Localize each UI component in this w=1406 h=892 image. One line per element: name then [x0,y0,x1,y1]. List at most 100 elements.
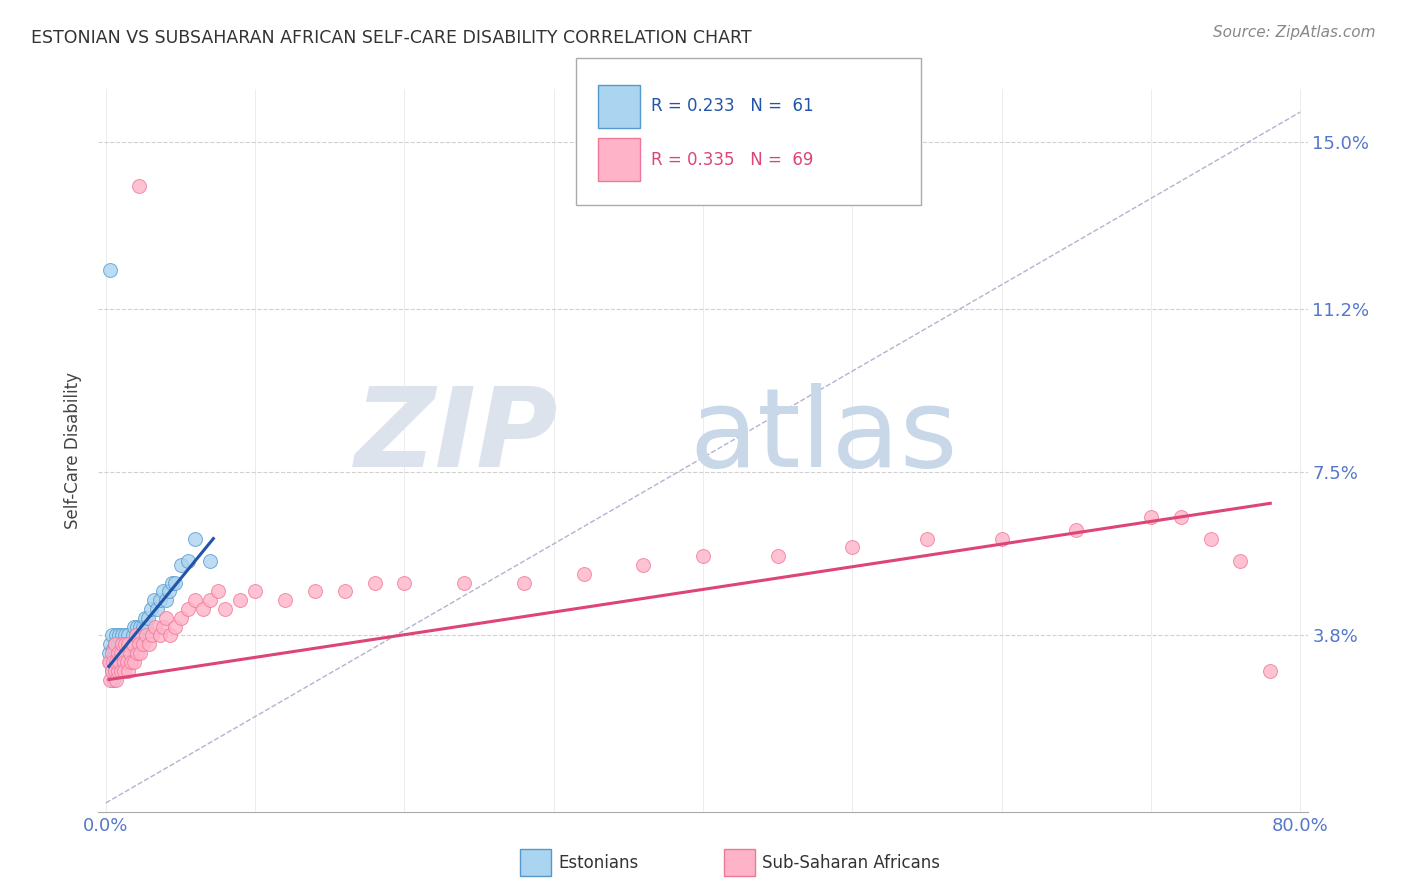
Point [169,611,191,625]
Point [98,637,121,651]
Point [157,584,180,599]
Point [177,602,200,616]
Point [841,541,863,555]
Point [117,637,139,651]
Point [112,655,135,669]
Point [104,664,127,678]
Point [207,584,229,599]
Point [160,575,183,590]
Point [110,664,132,678]
Point [103,650,125,665]
Point [572,566,595,581]
Point [120,655,142,669]
Point [111,628,134,642]
Point [122,655,145,669]
Point [105,673,128,687]
Point [104,664,127,678]
Point [513,575,536,590]
Point [107,664,129,678]
Text: R = 0.233   N =  61: R = 0.233 N = 61 [651,97,814,115]
Point [394,575,416,590]
Text: Source: ZipAtlas.com: Source: ZipAtlas.com [1212,25,1375,40]
Point [138,637,160,651]
Point [97,655,120,669]
Point [1199,532,1222,546]
Point [110,655,132,669]
Point [453,575,475,590]
Point [149,593,172,607]
Point [117,628,139,642]
Point [117,646,139,660]
Point [122,620,145,634]
Text: ZIP: ZIP [354,383,558,490]
Point [97,646,120,660]
Point [108,628,131,642]
Point [155,593,177,607]
Point [120,646,142,660]
Point [274,593,297,607]
Point [112,637,135,651]
Point [304,584,326,599]
Point [115,655,138,669]
Point [110,646,132,660]
Point [107,637,129,651]
Point [152,620,174,634]
Y-axis label: Self-Care Disability: Self-Care Disability [65,372,83,529]
Point [105,664,128,678]
Point [1170,509,1192,524]
Point [200,593,222,607]
Point [110,637,132,651]
Point [363,575,385,590]
Point [633,558,655,572]
Point [692,549,714,564]
Text: Sub-Saharan Africans: Sub-Saharan Africans [762,854,941,871]
Point [163,620,186,634]
Point [134,611,156,625]
Point [141,628,163,642]
Point [108,655,131,669]
Point [1258,664,1281,678]
Point [103,641,125,656]
Point [104,637,127,651]
Point [103,673,125,687]
Point [127,646,149,660]
Point [132,637,155,651]
Point [114,646,136,660]
Point [333,584,356,599]
Point [103,655,125,669]
Point [114,628,136,642]
Point [101,628,124,642]
Point [169,558,191,572]
Point [128,179,150,194]
Point [98,262,121,277]
Point [142,593,165,607]
Point [115,637,138,651]
Point [184,532,207,546]
Point [101,646,124,660]
Point [1140,509,1163,524]
Point [98,673,121,687]
Point [110,664,132,678]
Point [101,664,124,678]
Point [149,628,172,642]
Point [104,637,127,651]
Point [118,637,141,651]
Point [145,602,167,616]
Point [125,637,148,651]
Point [111,637,134,651]
Point [121,637,143,651]
Point [128,637,150,651]
Point [112,664,135,678]
Point [184,593,207,607]
Point [105,655,128,669]
Point [135,620,157,634]
Point [159,628,181,642]
Point [105,628,128,642]
Point [243,584,266,599]
Point [191,602,214,616]
Point [107,664,129,678]
Point [214,602,236,616]
Point [118,646,141,660]
Point [229,593,252,607]
Point [177,553,200,567]
